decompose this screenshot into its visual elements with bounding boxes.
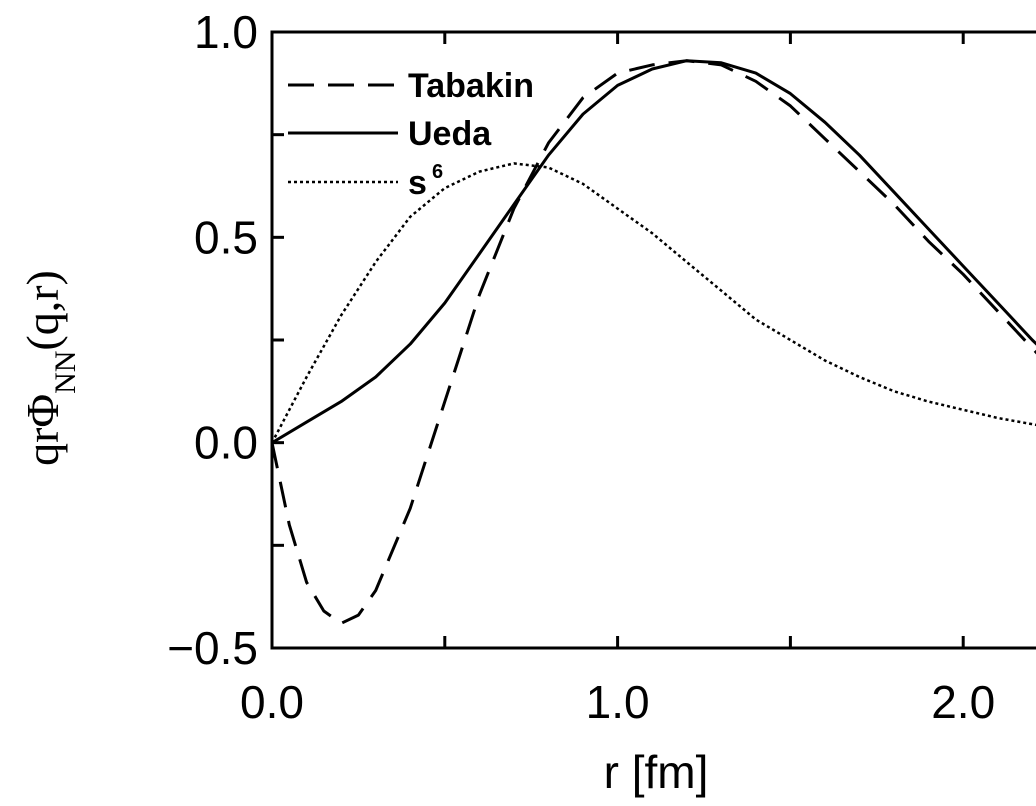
y-tick-label: −0.5 <box>167 622 258 674</box>
legend-label-s: s <box>408 164 427 202</box>
series-lines <box>272 59 1036 625</box>
series-line-s <box>272 162 1036 444</box>
legend-label-ueda: Ueda <box>408 115 492 153</box>
y-tick-label: 0.0 <box>194 417 258 469</box>
legend-label-tabakin: Tabakin <box>408 67 534 105</box>
x-tick-label: 2.0 <box>931 676 995 728</box>
y-axis-title-subscript: NN <box>49 351 82 394</box>
x-tick-label: 1.0 <box>586 676 650 728</box>
y-axis-title: qrΦNN(q,r) <box>17 270 82 466</box>
y-tick-label: 1.0 <box>194 6 258 58</box>
y-tick-label: 0.5 <box>194 211 258 263</box>
tick-labels: 0.0 1.0 2.01.00.50.0−0.5 <box>167 6 995 728</box>
axes <box>270 30 1036 650</box>
series-line-tabakin <box>272 59 1036 625</box>
plot-frame <box>270 30 1036 650</box>
y-axis-title-suffix: (q,r) <box>17 270 68 350</box>
legend-label-superscript: 6 <box>432 161 443 183</box>
series-line-ueda <box>272 59 1036 444</box>
x-axis-title: r [fm] <box>604 746 709 798</box>
y-axis-title-prefix: qrΦ <box>17 394 68 466</box>
x-tick-label: 0.0 <box>240 676 304 728</box>
legend: Tabakin Ueda s 6 <box>288 67 534 202</box>
